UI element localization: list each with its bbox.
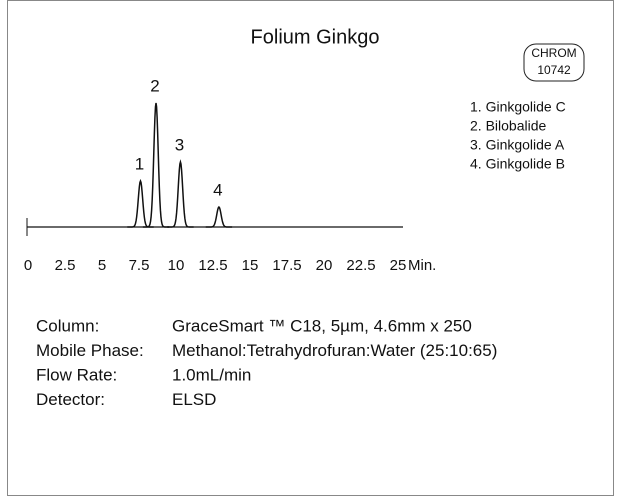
x-tick-label: 22.5: [346, 257, 375, 274]
peak-label: 3: [175, 135, 184, 154]
peak-label: 2: [150, 76, 159, 95]
condition-label: Flow Rate:: [36, 365, 117, 384]
legend-entry: 3. Ginkgolide A: [470, 137, 565, 153]
condition-label: Column:: [36, 316, 99, 335]
peak-label: 4: [213, 180, 222, 199]
x-tick-label: 20: [316, 257, 333, 274]
x-tick-label: 0: [24, 257, 32, 274]
x-tick-label: 7.5: [129, 257, 150, 274]
condition-value: ELSD: [172, 390, 216, 409]
badge-box: [523, 43, 585, 82]
peak: [142, 102, 170, 228]
x-tick-label: 2.5: [55, 257, 76, 274]
x-tick-label: 5: [98, 257, 106, 274]
chart-title: Folium Ginkgo: [251, 26, 380, 48]
peak: [205, 205, 233, 228]
condition-value: Methanol:Tetrahydrofuran:Water (25:10:65…: [172, 341, 497, 360]
badge-text: 10742: [537, 63, 571, 77]
legend-entry: 4. Ginkgolide B: [470, 156, 565, 172]
x-tick-label: 25: [390, 257, 407, 274]
condition-label: Detector:: [36, 390, 105, 409]
frame: [7, 0, 614, 496]
legend-entry: 2. Bilobalide: [470, 118, 546, 134]
legend-entry: 1. Ginkgolide C: [470, 99, 566, 115]
condition-value: GraceSmart ™ C18, 5µm, 4.6mm x 250: [172, 316, 472, 335]
x-tick-label: 12.5: [198, 257, 227, 274]
x-tick-label: 10: [168, 257, 185, 274]
condition-value: 1.0mL/min: [172, 365, 251, 384]
x-unit: Min.: [408, 257, 436, 274]
badge-text: CHROM: [531, 46, 576, 60]
peak: [167, 159, 194, 228]
x-tick-label: 15: [242, 257, 259, 274]
condition-label: Mobile Phase:: [36, 341, 144, 360]
peak: [127, 178, 154, 228]
peak-label: 1: [135, 154, 144, 173]
x-tick-label: 17.5: [272, 257, 301, 274]
